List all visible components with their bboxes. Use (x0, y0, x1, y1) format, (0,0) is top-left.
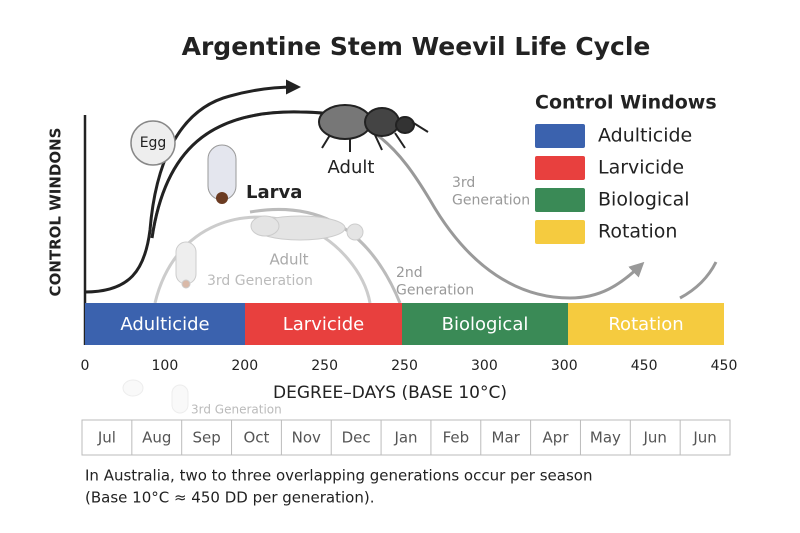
month-label: Nov (292, 429, 321, 447)
ghost-adult-label: Adult (269, 251, 308, 269)
egg-icon (130, 120, 176, 166)
band-label: Biological (442, 314, 529, 335)
legend-swatch (535, 220, 585, 244)
larva-icon (207, 144, 237, 204)
ghost-larva-icon (175, 241, 197, 289)
adult-icon (318, 104, 429, 152)
x-tick-label: 250 (311, 358, 338, 374)
band (85, 303, 245, 345)
second-generation-label: 2nd Generation (396, 265, 474, 299)
band (245, 303, 402, 345)
generation-curve (679, 261, 718, 300)
egg-label: Egg (140, 135, 167, 151)
y-axis-label: CONTROL WINDONS (47, 128, 65, 297)
month-label: Feb (443, 429, 470, 447)
faded-third-generation-label: 3rd Generation (191, 403, 282, 417)
band-label: Larvicide (283, 314, 365, 335)
month-label: Jun (643, 429, 667, 447)
month-label: Dec (342, 429, 371, 447)
legend-title: Control Windows (535, 92, 717, 114)
x-tick-label: 100 (152, 358, 179, 374)
legend-label: Adulticide (598, 125, 692, 147)
month-label: Mar (492, 429, 521, 447)
x-tick-label: 300 (551, 358, 578, 374)
footnote-line: In Australia, two to three overlapping g… (85, 467, 592, 485)
x-axis-label: DEGREE–DAYS (BASE 10°C) (273, 383, 507, 403)
band-label: Adulticide (120, 314, 209, 335)
month-label: Jun (692, 429, 716, 447)
month-label: Apr (543, 429, 570, 447)
legend: Control Windows Adulticide Larvicide Biolo… (535, 92, 717, 244)
title: Argentine Stem Weevil Life Cycle (182, 32, 651, 61)
faded-icons (122, 379, 189, 414)
adult-label: Adult (328, 157, 375, 178)
x-tick-label: 300 (471, 358, 498, 374)
x-tick-label: 250 (391, 358, 418, 374)
ghost-adult-icon (250, 215, 364, 241)
month-row-frame (81, 419, 731, 456)
month-row: Jul Aug Sep Oct Nov Dec Jan Feb Mar Apr May Jun Jun (81, 419, 731, 456)
month-label: Aug (142, 429, 171, 447)
month-label: Oct (243, 429, 269, 447)
x-tick-label: 0 (81, 358, 90, 374)
month-label: Jul (97, 429, 116, 447)
legend-swatch (535, 156, 585, 180)
legend-swatch (535, 188, 585, 212)
legend-label: Larvicide (598, 157, 684, 179)
x-tick-label: 450 (711, 358, 738, 374)
legend-swatch (535, 124, 585, 148)
larva-label: Larva (246, 182, 302, 203)
footnote-line: (Base 10°C ≈ 450 DD per generation). (85, 489, 374, 507)
legend-label: Biological (598, 189, 690, 211)
band (402, 303, 568, 345)
x-tick-label: 450 (631, 358, 658, 374)
band-label: Rotation (608, 314, 683, 335)
month-label: Jan (393, 429, 417, 447)
x-axis-ticks: 0 100 200 250 250 300 300 450 450 (81, 358, 738, 374)
ghost-third-generation-label: 3rd Generation (207, 273, 313, 289)
control-bands: Adulticide Larvicide Biological Rotation (85, 303, 724, 345)
band (568, 303, 724, 345)
month-label: May (590, 429, 621, 447)
third-generation-label: 3rd Generation (452, 175, 530, 209)
month-label: Sep (192, 429, 220, 447)
legend-label: Rotation (598, 221, 677, 243)
x-tick-label: 200 (231, 358, 258, 374)
